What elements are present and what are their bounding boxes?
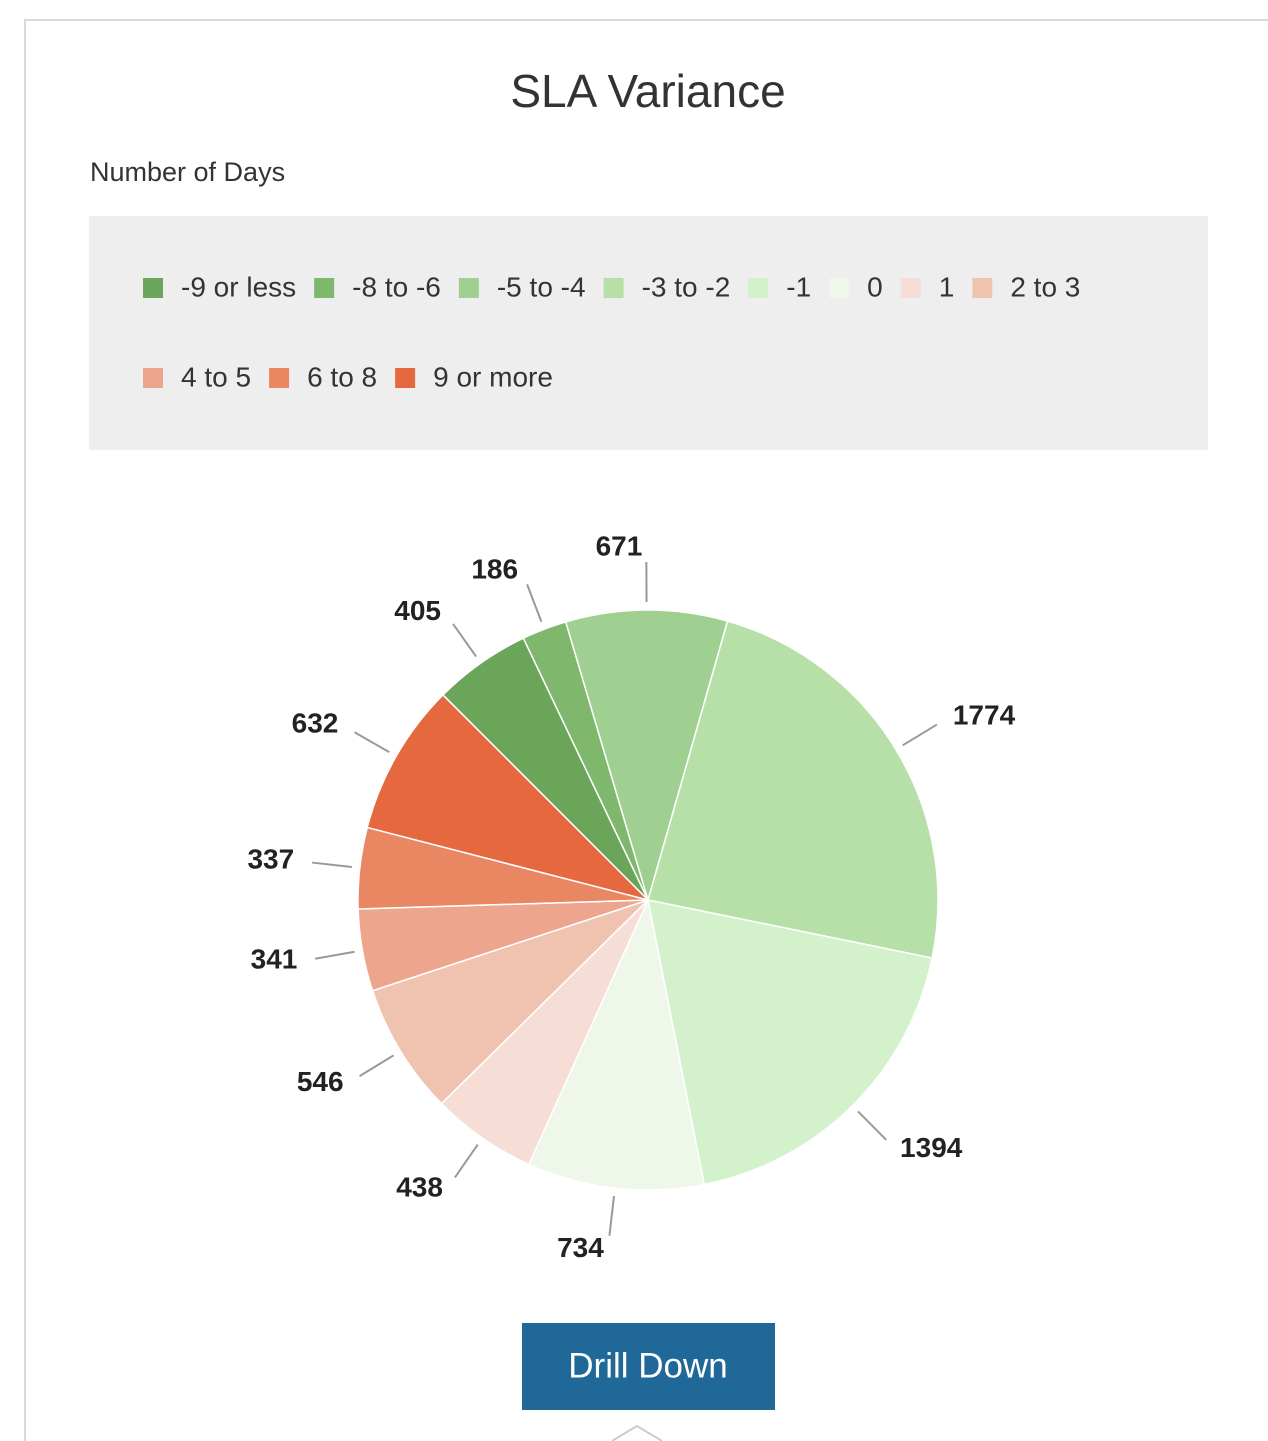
legend-swatch [143, 368, 163, 388]
legend-label: 0 [867, 271, 883, 302]
data-label: 671 [596, 530, 643, 561]
data-label: 1394 [900, 1132, 963, 1163]
pie-slice [564, 609, 729, 903]
legend-label: -8 to -6 [352, 271, 441, 302]
leader-line [526, 584, 543, 623]
legend-swatch [395, 368, 416, 388]
legend-label: 6 to 8 [307, 361, 377, 392]
subtitle: Number of Days [90, 157, 285, 187]
leader-line [314, 950, 355, 960]
legend-label: 4 to 5 [181, 361, 251, 392]
pie: 405 186 671 1774 1394 734 438 546 341 337 632 [247, 530, 1015, 1263]
legend-label: 9 or more [433, 361, 553, 392]
legend-swatch [748, 278, 769, 298]
data-label: 405 [394, 595, 441, 626]
leader-line [311, 861, 352, 868]
data-label: 1774 [953, 700, 1016, 731]
leader-line [454, 1144, 479, 1178]
data-label: 546 [297, 1066, 344, 1097]
pie-slice [647, 620, 939, 959]
data-label: 632 [292, 708, 339, 739]
legend-swatch [143, 278, 163, 298]
legend-label: -9 or less [181, 271, 296, 302]
data-label: 341 [251, 944, 298, 975]
legend-label: 1 [939, 271, 955, 302]
legend-swatch [314, 278, 335, 298]
tooltip-pointer [611, 1424, 663, 1441]
pie-slice [366, 693, 651, 902]
button-bg[interactable] [522, 1323, 775, 1410]
legend-label: -5 to -4 [497, 271, 586, 302]
legend-label: -3 to -2 [642, 271, 731, 302]
leader-line [359, 1054, 395, 1078]
legend-swatch [829, 278, 850, 298]
legend-label: -1 [786, 271, 811, 302]
button-label[interactable]: Drill Down [568, 1346, 727, 1385]
drill-down-button[interactable]: Drill Down [522, 1323, 775, 1410]
data-label: 438 [396, 1171, 443, 1202]
legend-label: 2 to 3 [1010, 271, 1080, 302]
leader-line [857, 1110, 887, 1141]
leader-line [608, 1195, 615, 1236]
data-label: 186 [471, 554, 518, 585]
data-label: 734 [557, 1232, 604, 1263]
chart-title: SLA Variance [510, 65, 785, 117]
legend: -9 or less -8 to -6 -5 to -4 -3 to -2 -1 0 1 2 … [143, 271, 1080, 392]
leader-line [902, 723, 938, 747]
pie-slice [371, 899, 649, 1105]
legend-swatch [603, 278, 624, 298]
legend-swatch [458, 278, 479, 298]
legend-swatch [900, 278, 921, 298]
legend-swatch [972, 278, 993, 298]
data-label: 337 [247, 843, 294, 874]
leader-line [452, 623, 477, 658]
leader-line [354, 731, 390, 754]
legend-box [89, 216, 1208, 450]
legend-swatch [269, 368, 290, 388]
pie-slice [647, 899, 934, 1186]
pie-slice [527, 897, 706, 1191]
